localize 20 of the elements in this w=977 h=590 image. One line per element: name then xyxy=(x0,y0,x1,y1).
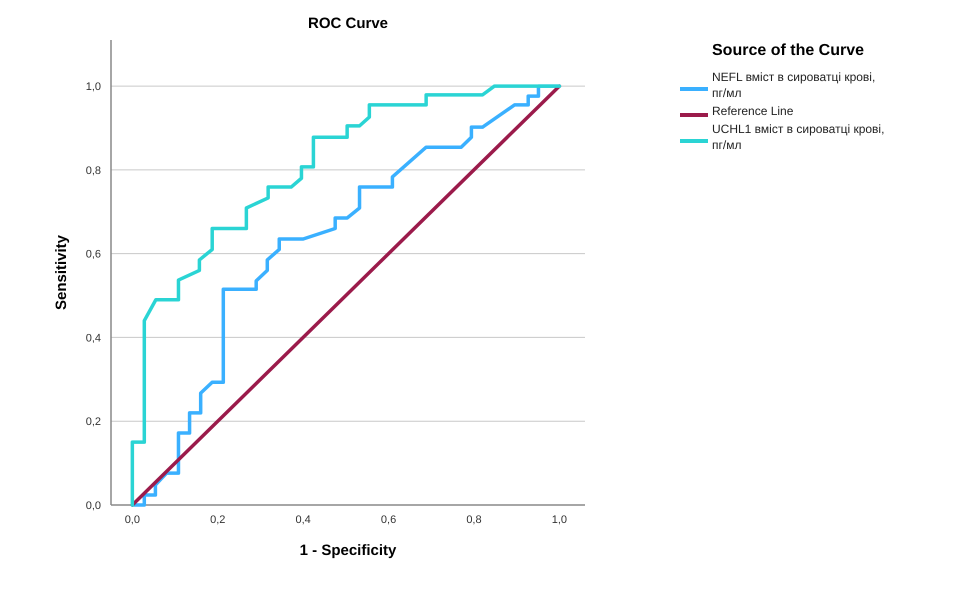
y-tick-label: 0,0 xyxy=(86,500,101,512)
x-tick-label: 0,8 xyxy=(466,514,482,526)
y-axis-title: Sensitivity xyxy=(53,234,70,310)
legend-label: NEFL вміст в сироватці крові, пг/мл xyxy=(712,70,876,100)
y-tick-label: 0,6 xyxy=(86,248,101,261)
x-axis-title: 1 - Specificity xyxy=(300,542,398,559)
legend-title: Source of the Curve xyxy=(712,42,864,59)
x-tick-label: 0,0 xyxy=(124,514,140,526)
x-tick-label: 1,0 xyxy=(552,514,568,526)
legend-label: Reference Line xyxy=(712,104,794,118)
y-tick-label: 0,8 xyxy=(86,164,101,177)
chart-title: ROC Curve xyxy=(308,15,388,32)
y-tick-label: 0,2 xyxy=(86,416,101,428)
y-tick-label: 1,0 xyxy=(86,81,101,94)
y-tick-label: 0,4 xyxy=(86,332,101,344)
x-tick-label: 0,2 xyxy=(210,514,226,526)
x-tick-label: 0,6 xyxy=(380,514,396,526)
x-tick-label: 0,4 xyxy=(296,514,311,526)
line-series xyxy=(130,84,562,507)
legend-label: UCHL1 вміст в сироватці крові, пг/мл xyxy=(712,122,884,152)
